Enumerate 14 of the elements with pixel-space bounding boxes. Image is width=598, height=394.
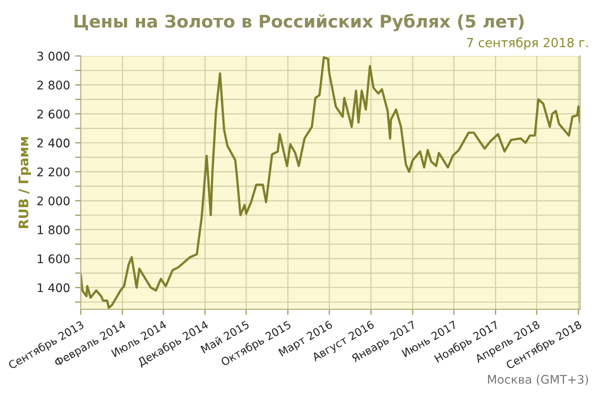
y-tick-label: 1 400	[38, 283, 70, 292]
y-tick-label: 2 600	[37, 110, 70, 119]
y-tick-label: 2 000	[37, 196, 70, 206]
chart-title: Цены на Золото в Российских Рублях (5 лет)	[74, 14, 524, 32]
chart-subtitle: 7 сентября 2018 г.	[467, 37, 588, 50]
y-tick-label: 1 600	[38, 254, 70, 264]
y-tick-label: 2 200	[37, 167, 70, 176]
y-tick-label: 2 800	[37, 80, 70, 90]
text: Москва (GMT+3)	[488, 374, 588, 386]
y-axis-title: RUB / Грамм	[18, 137, 31, 228]
y-tick-label: 3 000	[37, 52, 70, 61]
y-tick-label: 2 400	[37, 138, 70, 148]
line-series	[80, 56, 580, 309]
y-tick-label: 1 800	[38, 225, 70, 234]
